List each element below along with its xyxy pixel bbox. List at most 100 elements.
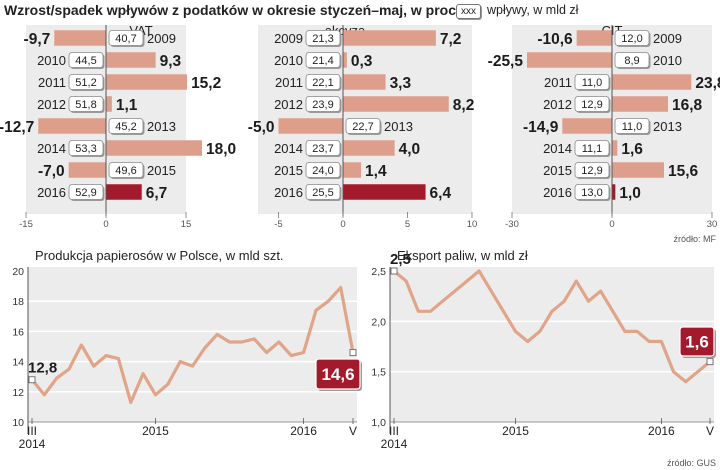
value-label-akcyza-2016: 6,4	[430, 185, 452, 202]
source-mf: źródło: MF	[673, 234, 716, 244]
y-tick-label-paliwa: 1,0	[371, 417, 386, 429]
data-point-papierosy	[215, 333, 219, 336]
x-tick-label-paliwa: 2016	[648, 424, 675, 438]
end-marker-paliwa	[706, 358, 714, 366]
x-tick-label-akcyza: 0	[340, 219, 345, 230]
x-tick-label-akcyza: 5	[405, 219, 410, 230]
x-tick-label-vat: 15	[181, 219, 192, 230]
bar-cit-2010	[527, 52, 612, 68]
revenue-box-akcyza-2009	[305, 30, 341, 46]
year-label-akcyza-2011: 2011	[275, 75, 303, 90]
data-point-papierosy	[129, 400, 133, 404]
x-sublabel-papierosy: 2014	[19, 437, 46, 451]
start-label-paliwa: 2,5	[390, 251, 411, 268]
data-point-paliwa	[623, 330, 627, 333]
value-label-akcyza-2011: 3,3	[390, 75, 412, 92]
x-tick-label-akcyza: 10	[467, 219, 478, 230]
year-label-cit-2014: 2014	[543, 141, 572, 156]
data-point-paliwa	[587, 299, 590, 303]
data-point-paliwa	[501, 309, 505, 313]
bar-vat-2009	[54, 30, 106, 46]
revenue-label-cit-2013: 11,0	[622, 121, 643, 133]
year-label-vat-2013: 2013	[147, 119, 176, 134]
bar-vat-2010	[106, 52, 156, 68]
x-tick-label-vat: 0	[103, 219, 108, 230]
data-point-paliwa	[514, 330, 517, 333]
revenue-box-akcyza-2013	[345, 118, 381, 134]
data-point-papierosy	[277, 340, 281, 344]
line-panel-papierosy	[28, 267, 357, 422]
data-point-papierosy	[203, 346, 207, 350]
data-point-papierosy	[79, 343, 83, 347]
data-point-papierosy	[314, 308, 318, 312]
line-panel-paliwa	[390, 267, 714, 422]
revenue-label-vat-2014: 53,3	[75, 143, 96, 155]
x-tick-label-cit: 0	[609, 219, 614, 230]
bar-vat-2016	[106, 184, 142, 200]
y-tick-label-papierosy: 18	[12, 296, 24, 308]
revenue-label-vat-2015: 49,6	[115, 165, 136, 177]
data-point-papierosy	[302, 351, 306, 354]
value-label-vat-2014: 18,0	[206, 141, 236, 158]
value-label-cit-2016: 1,0	[619, 185, 641, 202]
revenue-label-cit-2009: 12,0	[621, 33, 642, 45]
data-point-papierosy	[117, 357, 120, 360]
value-label-cit-2009: -10,6	[537, 31, 573, 48]
x-sublabel-paliwa: 2014	[381, 437, 408, 451]
bar-cit-2011	[612, 74, 692, 90]
bar-cit-2013	[562, 118, 612, 134]
bar-akcyza-2014	[343, 140, 395, 156]
x-tick-label-paliwa: V	[706, 424, 714, 438]
data-point-paliwa	[550, 309, 554, 313]
x-tick-label-vat: -15	[19, 219, 33, 230]
bar-vat-2014	[106, 140, 202, 156]
year-label-cit-2015: 2015	[543, 163, 572, 178]
value-label-akcyza-2014: 4,0	[399, 141, 421, 158]
end-label-papierosy: 14,6	[321, 365, 354, 384]
revenue-label-vat-2016: 52,9	[75, 187, 96, 199]
legend-text: wpływy, w mld zł	[487, 3, 579, 17]
year-label-cit-2013: 2013	[653, 119, 682, 134]
bar-akcyza-2013	[278, 118, 343, 134]
x-tick-label-cit: -30	[505, 219, 519, 230]
data-point-paliwa	[635, 330, 639, 333]
year-label-cit-2010: 2010	[653, 53, 682, 68]
data-point-paliwa	[489, 289, 493, 293]
revenue-label-cit-2014: 11,1	[582, 143, 603, 155]
line-title-papierosy: Produkcja papierosów w Polsce, w mld szt…	[35, 248, 284, 263]
revenue-box-akcyza-2011	[305, 74, 341, 90]
revenue-box-cit-2016	[574, 184, 610, 200]
data-point-paliwa	[562, 299, 566, 303]
revenue-label-cit-2016: 13,0	[581, 187, 602, 199]
revenue-label-vat-2009: 40,7	[115, 33, 136, 45]
revenue-box-vat-2013	[108, 118, 144, 134]
data-point-papierosy	[289, 354, 293, 357]
data-point-papierosy	[191, 364, 194, 368]
bar-akcyza-2015	[343, 162, 362, 178]
revenue-box-cit-2009	[614, 30, 650, 46]
year-label-cit-2011: 2011	[544, 75, 572, 90]
value-label-vat-2013: -12,7	[0, 119, 34, 136]
data-point-papierosy	[42, 393, 46, 397]
year-label-akcyza-2016: 2016	[274, 185, 303, 200]
revenue-label-vat-2011: 51,2	[75, 77, 96, 89]
revenue-box-vat-2009	[108, 30, 144, 46]
year-label-akcyza-2012: 2012	[274, 97, 303, 112]
value-label-cit-2015: 15,6	[668, 163, 699, 180]
value-label-cit-2010: -25,5	[488, 53, 524, 70]
revenue-box-cit-2012	[574, 96, 610, 112]
value-label-cit-2011: 23,8	[695, 75, 720, 92]
year-label-vat-2014: 2014	[37, 141, 66, 156]
bar-cit-2012	[612, 96, 668, 112]
revenue-label-akcyza-2012: 23,9	[312, 99, 333, 111]
revenue-label-cit-2011: 11,0	[582, 77, 603, 89]
year-label-akcyza-2015: 2015	[274, 163, 303, 178]
data-point-paliwa	[526, 340, 530, 343]
x-tick-label-papierosy: 2016	[290, 424, 317, 438]
value-label-vat-2009: -9,7	[24, 31, 51, 48]
data-point-paliwa	[599, 289, 603, 293]
bar-cit-2016	[612, 184, 616, 200]
data-point-paliwa	[453, 289, 457, 293]
data-point-paliwa	[404, 279, 408, 283]
